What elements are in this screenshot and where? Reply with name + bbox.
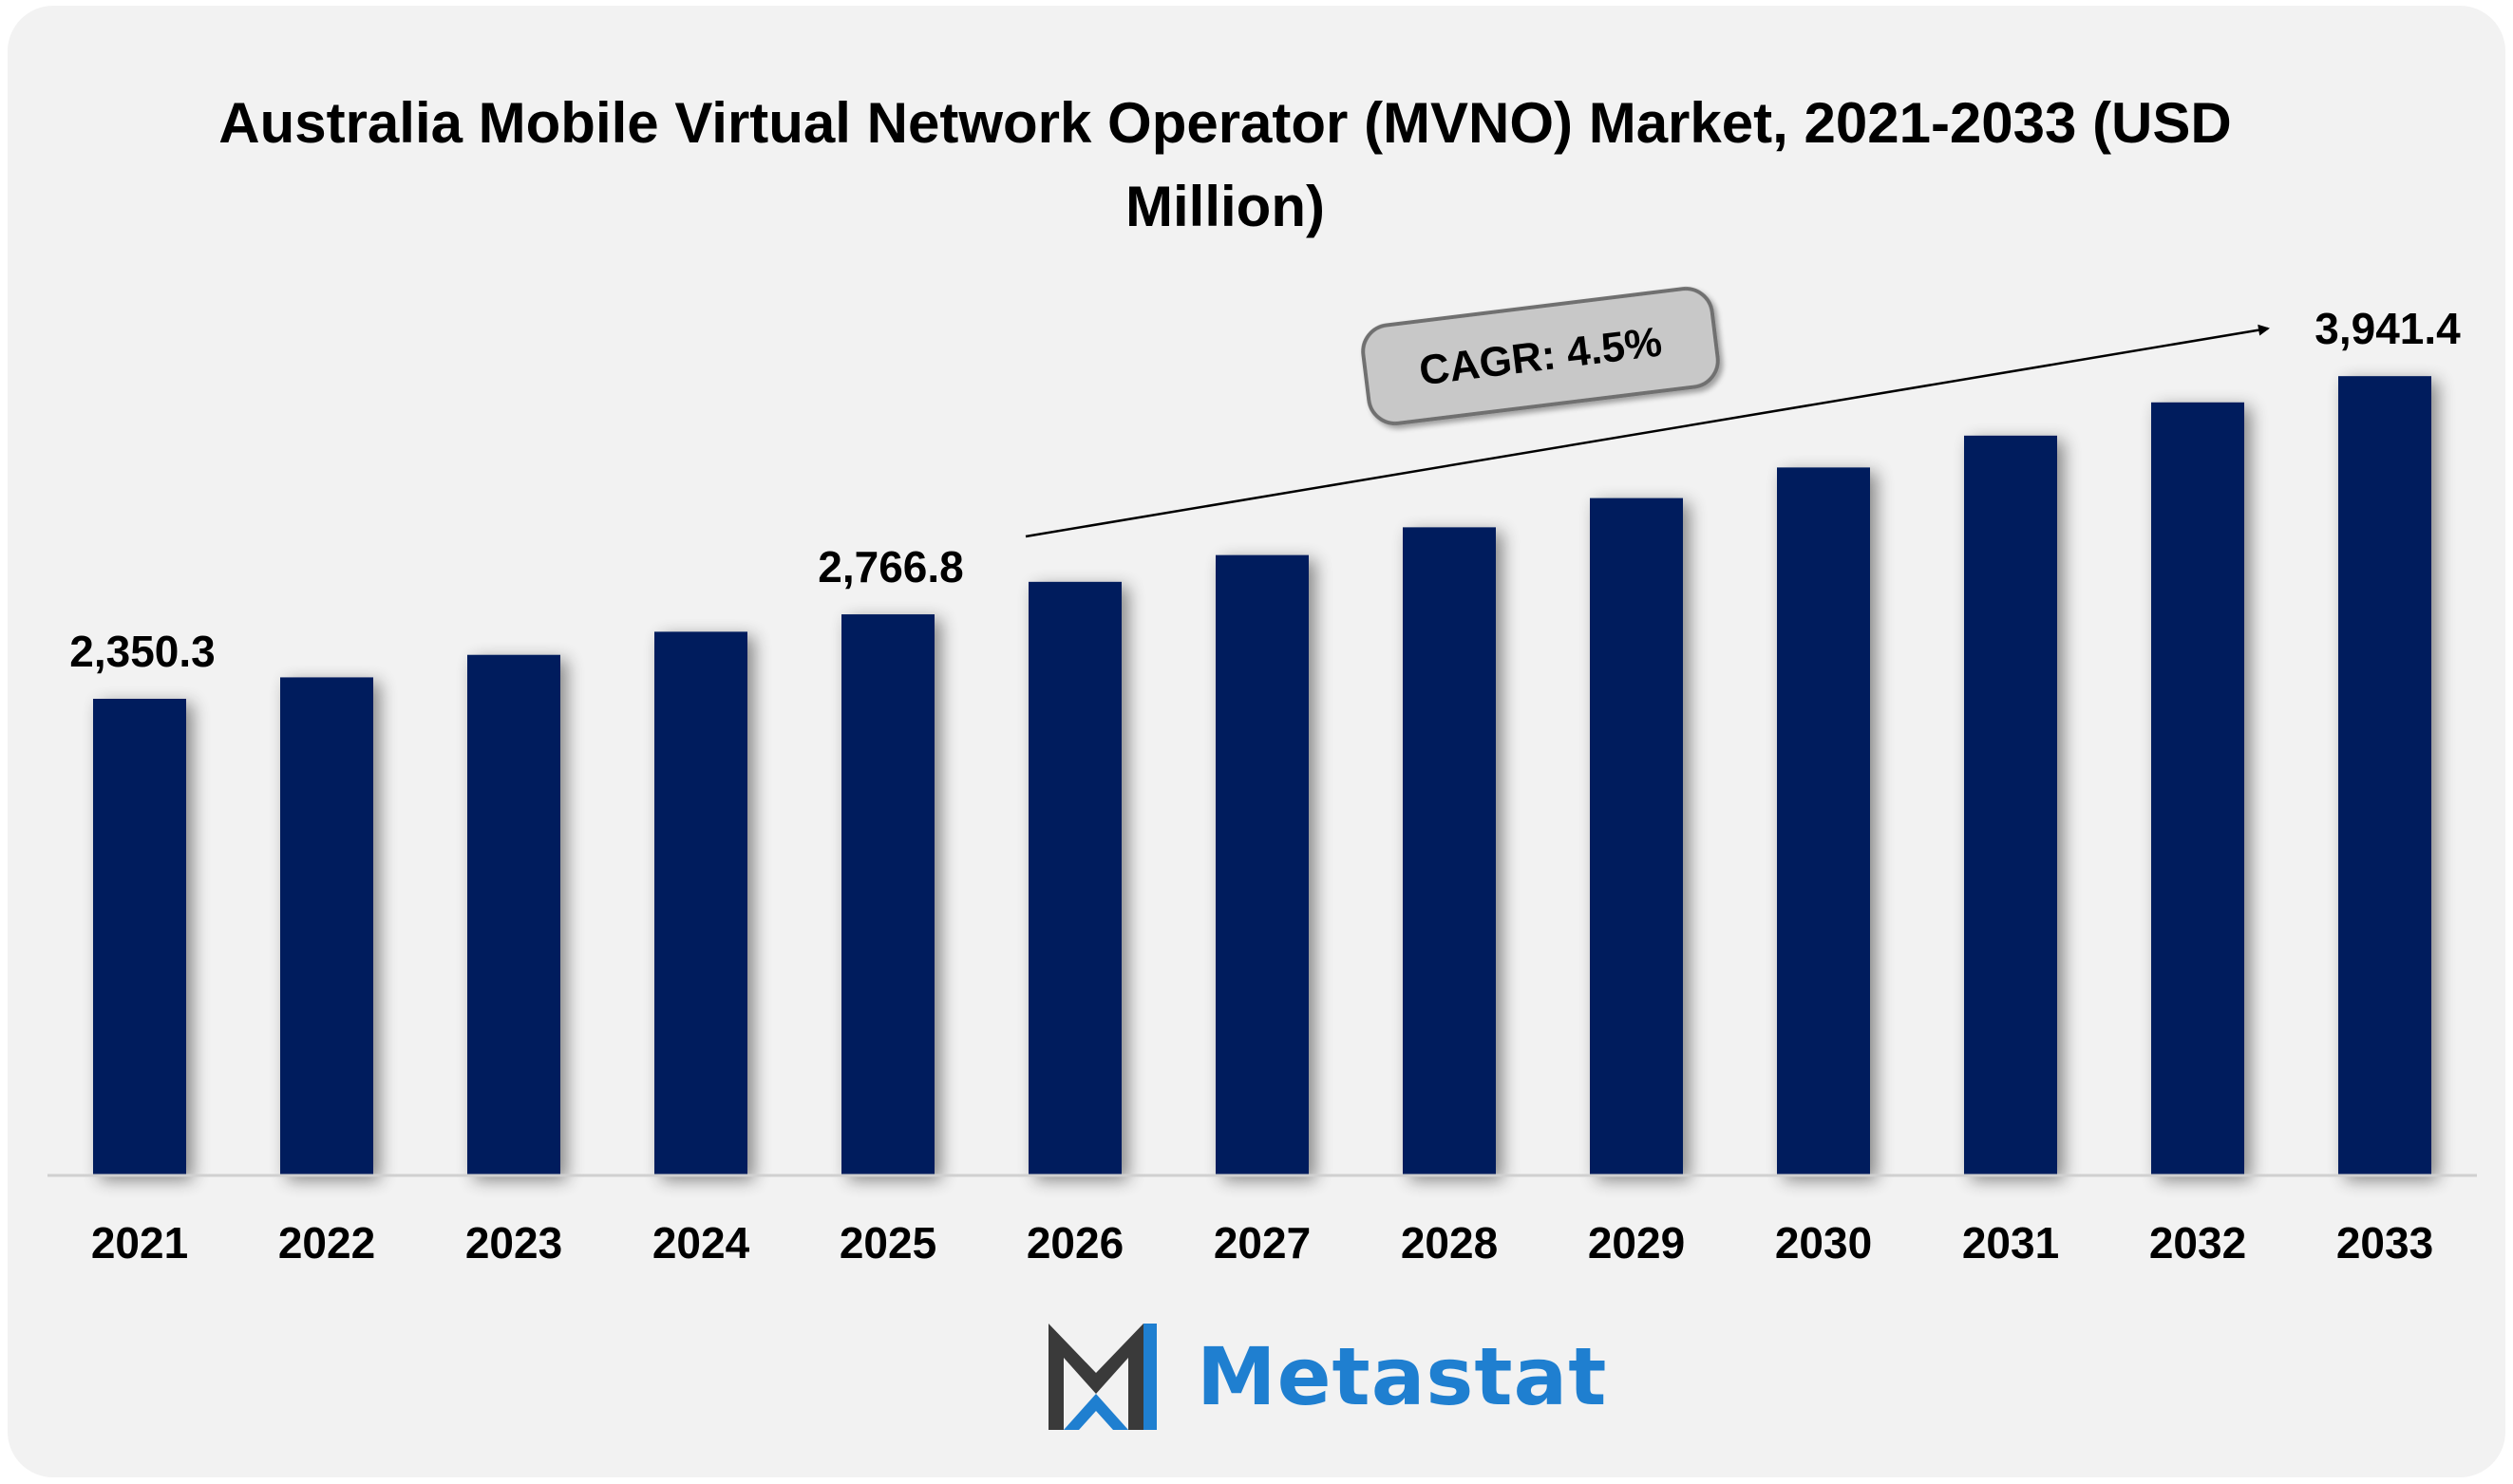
bars-layer (93, 376, 2431, 1175)
bar-2033 (2338, 376, 2431, 1175)
x-tick-label: 2024 (652, 1218, 750, 1268)
x-tick-label: 2023 (465, 1218, 562, 1268)
cagr-arrow (1025, 324, 2270, 538)
bar-2031 (1964, 435, 2057, 1175)
logo-text: Metastat (1197, 1330, 1608, 1423)
data-labels: 2,350.3 2,766.8 3,941.4 (69, 304, 2461, 676)
cagr-badge: CAGR: 4.5% (1361, 287, 1720, 425)
x-tick-label: 2028 (1401, 1218, 1498, 1268)
x-tick-label: 2032 (2149, 1218, 2246, 1268)
chart-title: Australia Mobile Virtual Network Operato… (218, 91, 2232, 238)
x-tick-labels: 2021 2022 2023 2024 2025 2026 2027 2028 2029 2030… (91, 1218, 2433, 1268)
x-tick-label: 2029 (1588, 1218, 1685, 1268)
bar-2021 (93, 699, 186, 1175)
x-tick-label: 2021 (91, 1218, 188, 1268)
bar-2025 (841, 614, 935, 1175)
x-tick-label: 2026 (1027, 1218, 1124, 1268)
x-tick-label: 2030 (1775, 1218, 1872, 1268)
bar-2029 (1590, 498, 1683, 1175)
bar-2030 (1777, 467, 1870, 1175)
x-tick-label: 2033 (2336, 1218, 2433, 1268)
data-label: 2,350.3 (69, 627, 215, 676)
bar-2032 (2151, 402, 2244, 1175)
bar-2027 (1216, 554, 1309, 1175)
x-tick-label: 2027 (1214, 1218, 1311, 1268)
bar-2023 (467, 654, 560, 1175)
bar-2028 (1403, 527, 1496, 1175)
x-tick-label: 2031 (1962, 1218, 2059, 1268)
x-tick-label: 2022 (278, 1218, 375, 1268)
metastat-logo: Metastat (1045, 1320, 1606, 1434)
bar-2024 (654, 631, 747, 1175)
metastat-m-logo-icon (1049, 1324, 1157, 1430)
bar-2022 (280, 677, 373, 1175)
bar-2026 (1029, 581, 1122, 1175)
data-label: 2,766.8 (818, 542, 963, 592)
x-tick-label: 2025 (840, 1218, 936, 1268)
data-label: 3,941.4 (2315, 304, 2461, 353)
